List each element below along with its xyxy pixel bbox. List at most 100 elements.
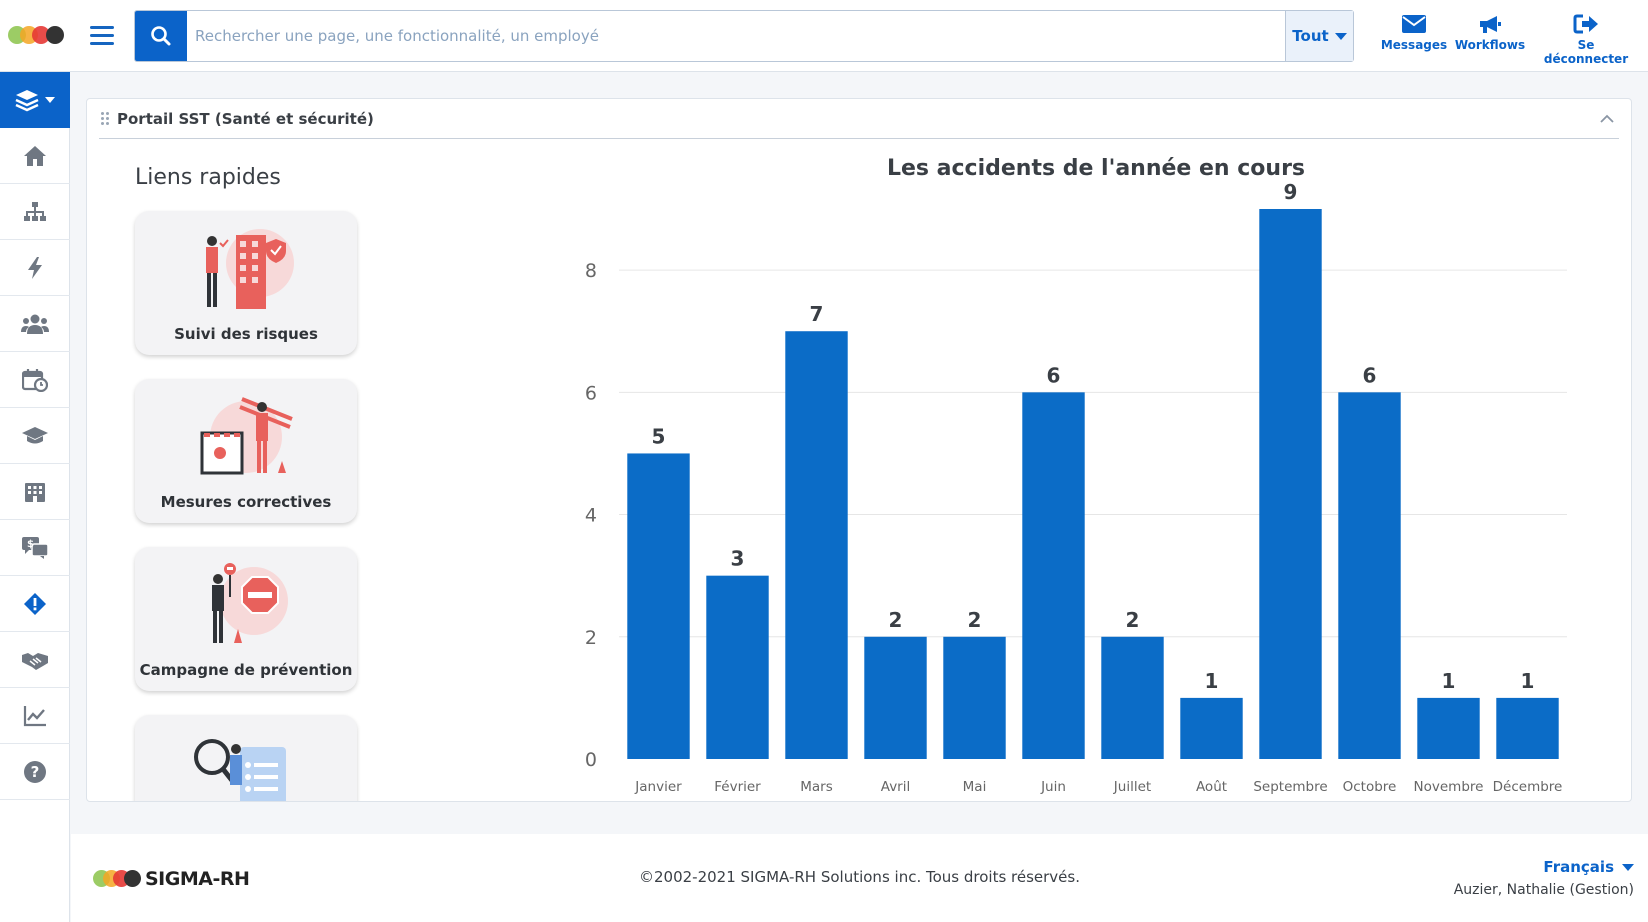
- bar-value-label: 5: [652, 424, 666, 448]
- y-tick-label: 4: [585, 505, 597, 527]
- chart-x-axis: Janvier Février Mars Avril Mai Juin Juillet Aoû…: [634, 779, 1562, 795]
- quick-link-risk-tracking[interactable]: Suivi des risques: [135, 211, 357, 355]
- building-icon: [25, 482, 45, 502]
- chart-line-icon: [23, 705, 46, 726]
- x-tick-label: Août: [1196, 779, 1227, 795]
- x-tick-label: Avril: [881, 779, 911, 795]
- bar-value-label: 2: [889, 608, 903, 632]
- accidents-bar-chart: Les accidents de l'année en cours 02468 …: [585, 156, 1567, 795]
- module-switcher-button[interactable]: [0, 72, 70, 128]
- bar-value-label: 2: [1126, 608, 1140, 632]
- search-icon: [151, 26, 171, 46]
- bar-value-label: 1: [1442, 669, 1456, 693]
- sidebar-item-home[interactable]: [0, 128, 70, 184]
- app-logo[interactable]: [8, 26, 64, 46]
- bar-juin[interactable]: [1022, 392, 1085, 759]
- workflows-button[interactable]: Workflows: [1454, 14, 1526, 62]
- money-chat-icon: $: [22, 536, 49, 559]
- megaphone-icon: [1480, 16, 1501, 33]
- bar-septembre[interactable]: [1259, 209, 1322, 759]
- language-selector[interactable]: Français: [1543, 858, 1634, 876]
- x-tick-label: Mars: [800, 779, 833, 795]
- x-tick-label: Juin: [1040, 779, 1066, 795]
- quick-link-label: Campagne de prévention: [139, 661, 353, 679]
- bar-value-label: 1: [1521, 669, 1535, 693]
- sidebar: $ ?: [0, 72, 70, 922]
- sidebar-item-training[interactable]: [0, 408, 70, 464]
- quick-links-title: Liens rapides: [135, 165, 281, 190]
- chart-y-axis: 0 2 4 6 8: [585, 260, 597, 771]
- current-user: Auzier, Nathalie (Gestion): [1453, 882, 1634, 898]
- drag-handle-icon[interactable]: [101, 112, 111, 126]
- sidebar-item-employees[interactable]: [0, 296, 70, 352]
- sidebar-item-help[interactable]: ?: [0, 744, 70, 800]
- sigma-logo-icon: [93, 870, 141, 888]
- y-tick-label: 0: [585, 749, 597, 771]
- bar-avril[interactable]: [864, 636, 927, 759]
- envelope-icon: [1402, 15, 1426, 33]
- bar-mars[interactable]: [785, 331, 848, 759]
- help-icon: ?: [24, 760, 46, 783]
- logout-label: Se déconnecter: [1543, 38, 1629, 66]
- logout-button[interactable]: Se déconnecter: [1536, 14, 1636, 66]
- bar-value-label: 2: [968, 608, 982, 632]
- quick-link-prevention-campaign[interactable]: Campagne de prévention: [135, 547, 357, 691]
- sidebar-item-actions[interactable]: [0, 240, 70, 296]
- search-button[interactable]: [135, 11, 187, 61]
- home-icon: [24, 145, 46, 166]
- bar-value-label: 3: [731, 547, 745, 571]
- chart-grid: [619, 269, 1567, 638]
- prevention-campaign-illustration-icon: [212, 563, 288, 643]
- footer: SIGMA-RH ©2002-2021 SIGMA-RH Solutions i…: [71, 834, 1648, 922]
- quick-link-label: Suivi des risques: [174, 325, 318, 343]
- corrective-measures-illustration-icon: [200, 397, 293, 475]
- bar-value-label: 9: [1284, 180, 1298, 204]
- org-chart-icon: [24, 201, 46, 221]
- chart-title: Les accidents de l'année en cours: [887, 156, 1305, 181]
- x-tick-label: Janvier: [634, 779, 682, 795]
- chevron-up-icon[interactable]: [1599, 111, 1615, 127]
- risk-tracking-illustration-icon: [206, 229, 294, 309]
- bar-value-label: 6: [1363, 363, 1377, 387]
- handshake-icon: [22, 652, 48, 670]
- bar-août[interactable]: [1180, 697, 1243, 759]
- sidebar-item-compensation[interactable]: $: [0, 520, 70, 576]
- bar-value-label: 6: [1047, 363, 1061, 387]
- search-input[interactable]: [195, 11, 1255, 61]
- chart-bars: [627, 209, 1559, 759]
- y-tick-label: 6: [585, 382, 597, 404]
- y-tick-label: 8: [585, 260, 597, 282]
- bar-novembre[interactable]: [1417, 697, 1480, 759]
- bar-octobre[interactable]: [1338, 392, 1401, 759]
- bar-value-label: 7: [810, 302, 824, 326]
- bar-mai[interactable]: [943, 636, 1006, 759]
- bar-juillet[interactable]: [1101, 636, 1164, 759]
- sidebar-item-time[interactable]: [0, 352, 70, 408]
- x-tick-label: Juillet: [1113, 779, 1151, 795]
- x-tick-label: Octobre: [1343, 779, 1397, 795]
- sidebar-item-relations[interactable]: [0, 632, 70, 688]
- quick-link-investigation[interactable]: [135, 715, 357, 801]
- quick-link-label: Mesures correctives: [160, 493, 332, 511]
- bar-décembre[interactable]: [1496, 697, 1559, 759]
- bar-février[interactable]: [706, 575, 769, 759]
- quick-link-corrective-measures[interactable]: Mesures correctives: [135, 379, 357, 523]
- messages-button[interactable]: Messages: [1378, 14, 1450, 62]
- sidebar-item-company[interactable]: [0, 464, 70, 520]
- bolt-icon: [28, 256, 42, 279]
- sidebar-item-health-safety[interactable]: [0, 576, 70, 632]
- menu-toggle-button[interactable]: [88, 22, 116, 50]
- chevron-down-icon: [1334, 32, 1347, 40]
- sidebar-item-reports[interactable]: [0, 688, 70, 744]
- sidebar-item-organization[interactable]: [0, 184, 70, 240]
- x-tick-label: Septembre: [1253, 779, 1327, 795]
- top-bar: Tout Messages Workflows Se déconnecter: [0, 0, 1648, 72]
- bar-janvier[interactable]: [627, 453, 690, 759]
- footer-brand: SIGMA-RH: [145, 868, 250, 890]
- svg-text:?: ?: [31, 763, 40, 781]
- x-tick-label: Mai: [963, 779, 987, 795]
- sign-out-icon: [1573, 14, 1598, 34]
- x-tick-label: Décembre: [1493, 779, 1563, 795]
- investigation-illustration-icon: [194, 739, 286, 801]
- search-scope-dropdown[interactable]: Tout: [1285, 11, 1353, 61]
